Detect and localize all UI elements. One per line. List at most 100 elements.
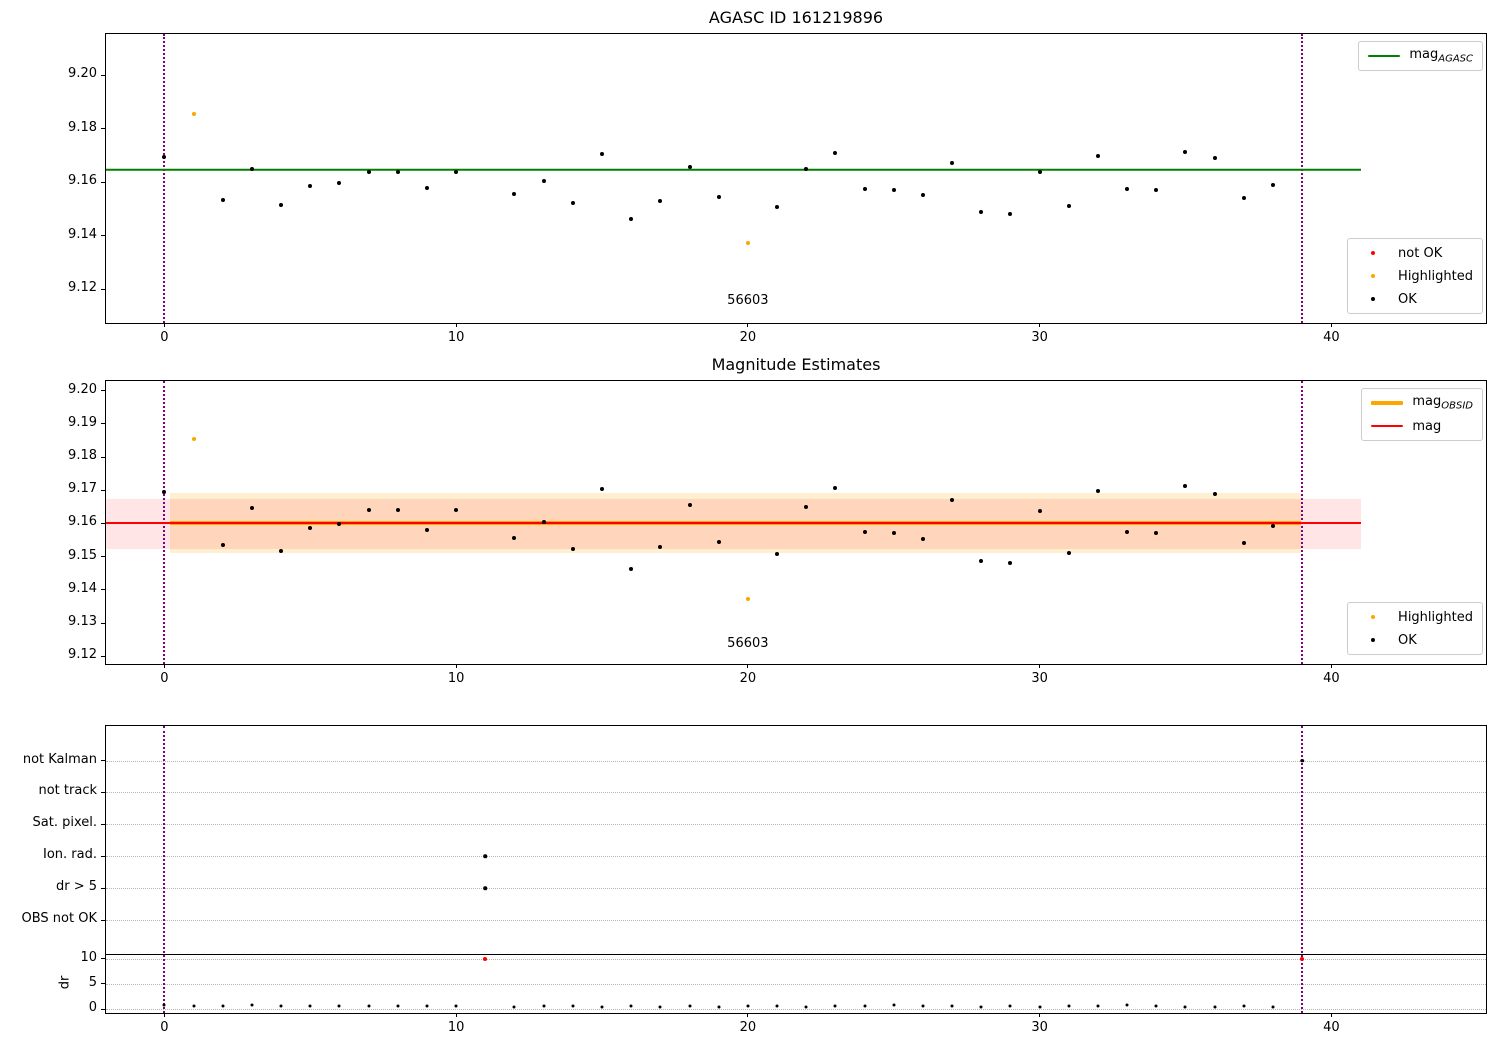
x-tick bbox=[747, 664, 749, 668]
dr-ok-point bbox=[1008, 1004, 1012, 1008]
dr-ok-point bbox=[1096, 1004, 1100, 1008]
y-tick-label: 9.20 bbox=[68, 381, 97, 397]
y-tick-label: 9.15 bbox=[68, 547, 97, 563]
obsid-annotation: 56603 bbox=[727, 293, 769, 308]
ok-point bbox=[1271, 524, 1276, 529]
dr-ok-point bbox=[1183, 1005, 1187, 1009]
plot-agasc-overview: AGASC ID 161219896 9.12 9.14 9.16 9.18 9.20 0… bbox=[68, 8, 1487, 345]
mag_agasc-line bbox=[106, 168, 1361, 171]
y-tick bbox=[101, 456, 105, 458]
ok-point bbox=[891, 188, 896, 193]
obsid-boundary-vline bbox=[1301, 726, 1304, 1013]
dr-ok-point bbox=[804, 1005, 808, 1009]
highlighted-point bbox=[191, 111, 196, 116]
dr-ok-point bbox=[221, 1004, 225, 1008]
dr-ok-point bbox=[1125, 1003, 1129, 1007]
ok-point bbox=[1183, 483, 1188, 488]
y-tick-label: 9.13 bbox=[68, 614, 97, 630]
x-tick-label: 0 bbox=[160, 330, 169, 345]
flag-point bbox=[483, 854, 488, 858]
x-tick-label: 40 bbox=[1323, 1020, 1340, 1035]
dr-ok-point bbox=[512, 1005, 516, 1009]
ok-point bbox=[658, 544, 663, 549]
dr-ok-point bbox=[425, 1004, 429, 1008]
y-tick bbox=[101, 423, 105, 425]
ok-point bbox=[570, 547, 575, 552]
flag-row-gridline bbox=[106, 760, 1486, 762]
dr-ok-point bbox=[1271, 1005, 1275, 1009]
x-tick-label: 0 bbox=[160, 671, 169, 686]
y-tick-label: 9.19 bbox=[68, 414, 97, 430]
ok-point bbox=[833, 151, 838, 156]
mag-line-swatch bbox=[1371, 401, 1404, 405]
legend-item: Highlighted bbox=[1357, 267, 1473, 285]
ok-point bbox=[308, 526, 313, 531]
y-tick bbox=[101, 655, 105, 657]
dr-tick-label: 0 bbox=[88, 1000, 97, 1015]
dr-ok-point bbox=[367, 1004, 371, 1008]
dr-ok-point bbox=[337, 1004, 341, 1008]
dr-clip-separator bbox=[106, 954, 1486, 955]
ok-point bbox=[570, 201, 575, 206]
ok-point bbox=[599, 152, 604, 157]
ok-point bbox=[775, 552, 780, 557]
highlighted-point bbox=[191, 436, 196, 441]
legend-label: not OK bbox=[1398, 245, 1443, 261]
x-tick-label: 20 bbox=[739, 671, 757, 686]
ok-point bbox=[862, 530, 867, 535]
ok-point bbox=[804, 166, 809, 171]
x-tick bbox=[1330, 323, 1332, 327]
ok-point bbox=[629, 567, 634, 572]
x-tick-label: 10 bbox=[447, 1020, 465, 1035]
x-tick bbox=[1039, 323, 1041, 327]
ok-point bbox=[249, 167, 254, 172]
y-tick-label: 9.18 bbox=[68, 448, 97, 464]
dr-ok-point bbox=[600, 1005, 604, 1009]
y-tick bbox=[101, 919, 105, 921]
legend-label: mag bbox=[1412, 418, 1442, 434]
ok-point bbox=[862, 187, 867, 192]
dr-ok-point bbox=[454, 1004, 458, 1008]
dr-ok-point bbox=[775, 1004, 779, 1008]
ok-point bbox=[337, 181, 342, 186]
y-tick bbox=[101, 556, 105, 558]
not OK-marker-swatch bbox=[1371, 251, 1376, 255]
plot-flags-dr: not Kalman not track Sat. pixel. Ion. rad. d… bbox=[22, 725, 1487, 1035]
y-tick bbox=[101, 181, 105, 183]
y-tick-label: 9.14 bbox=[68, 226, 97, 242]
x-tick bbox=[455, 1013, 457, 1017]
y-tick-label: 9.14 bbox=[68, 580, 97, 596]
OK-marker-swatch bbox=[1371, 638, 1376, 642]
ok-point bbox=[249, 505, 254, 510]
y-tick bbox=[101, 983, 105, 985]
dr-ok-point bbox=[1038, 1005, 1042, 1009]
Highlighted-marker-swatch bbox=[1371, 274, 1376, 278]
ok-point bbox=[658, 199, 663, 204]
y-tick bbox=[101, 791, 105, 793]
y-tick bbox=[101, 390, 105, 392]
ok-point bbox=[1241, 195, 1246, 200]
ok-point bbox=[512, 192, 517, 197]
ok-point bbox=[1271, 182, 1276, 187]
x-tick bbox=[1330, 1013, 1332, 1017]
x-tick bbox=[163, 323, 165, 327]
legend-item: OK bbox=[1357, 290, 1473, 308]
ok-point bbox=[454, 169, 459, 174]
y-tick bbox=[101, 823, 105, 825]
ok-point bbox=[920, 536, 925, 541]
x-tick bbox=[747, 1013, 749, 1017]
dr-ok-point bbox=[1213, 1005, 1217, 1009]
y-tick-label: 9.20 bbox=[68, 66, 97, 82]
y-tick-label: 9.12 bbox=[68, 280, 97, 296]
ok-point bbox=[716, 540, 721, 545]
y-tick bbox=[101, 128, 105, 130]
legend-item: Highlighted bbox=[1357, 608, 1473, 626]
y-tick-label: 9.16 bbox=[68, 173, 97, 189]
ok-point bbox=[279, 549, 284, 554]
mag-line bbox=[106, 521, 1361, 524]
legend-marker-sample bbox=[1357, 615, 1389, 619]
legend-item: mag bbox=[1371, 417, 1473, 435]
ok-point bbox=[833, 485, 838, 490]
y-tick bbox=[101, 589, 105, 591]
